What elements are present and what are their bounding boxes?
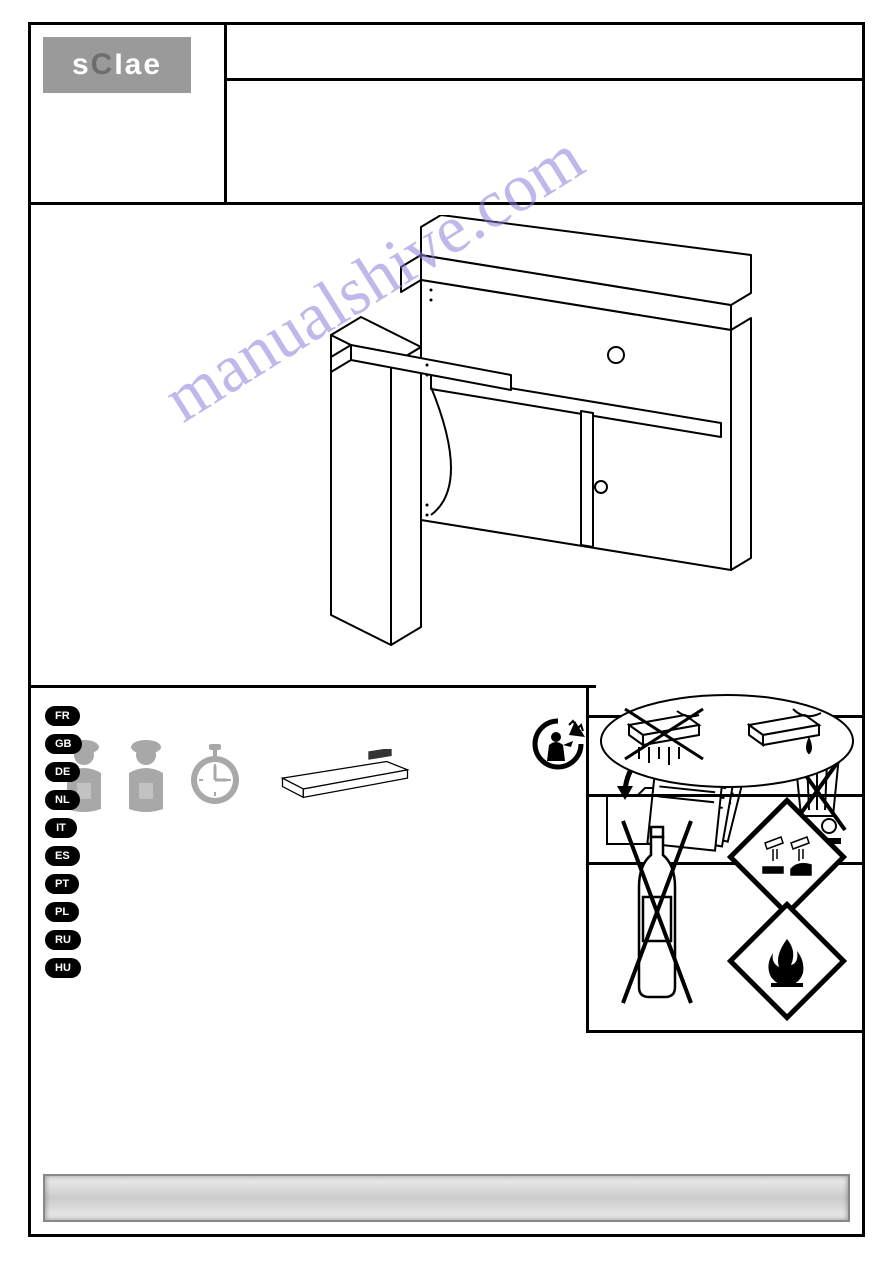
language-row: FR <box>45 706 582 726</box>
page-frame: sCIae <box>28 22 865 1237</box>
language-row: RU <box>45 930 582 950</box>
language-instructions: FR GB DE NL IT ES PT PL RU HU <box>31 685 596 1045</box>
cleaning-box <box>586 685 862 797</box>
cleaning-icon <box>589 685 865 797</box>
brand-logo-text: sCIae <box>72 48 162 82</box>
language-code-pill: HU <box>45 958 81 978</box>
language-row: IT <box>45 818 582 838</box>
language-code-pill: FR <box>45 706 80 726</box>
header-right <box>227 25 862 202</box>
language-row: GB <box>45 734 582 754</box>
language-code-pill: RU <box>45 930 81 950</box>
language-row: DE <box>45 762 582 782</box>
header: sCIae <box>31 25 862 205</box>
header-title-cell <box>227 25 862 81</box>
language-code-pill: ES <box>45 846 80 866</box>
language-code-pill: NL <box>45 790 80 810</box>
chemical-warning-icon <box>589 797 865 1033</box>
language-code-pill: PL <box>45 902 79 922</box>
product-drawing <box>261 215 761 655</box>
language-row: ES <box>45 846 582 866</box>
language-row: PT <box>45 874 582 894</box>
brand-logo: sCIae <box>43 37 191 93</box>
language-code-pill: IT <box>45 818 77 838</box>
header-description-cell <box>227 81 862 202</box>
language-code-pill: GB <box>45 734 82 754</box>
language-row: NL <box>45 790 582 810</box>
language-code-pill: PT <box>45 874 79 894</box>
language-row: HU <box>45 958 582 978</box>
language-row: PL <box>45 902 582 922</box>
footer-bar <box>43 1174 850 1222</box>
chemical-warning-box <box>586 797 862 1033</box>
header-left-cell: sCIae <box>31 25 227 202</box>
language-code-pill: DE <box>45 762 80 782</box>
